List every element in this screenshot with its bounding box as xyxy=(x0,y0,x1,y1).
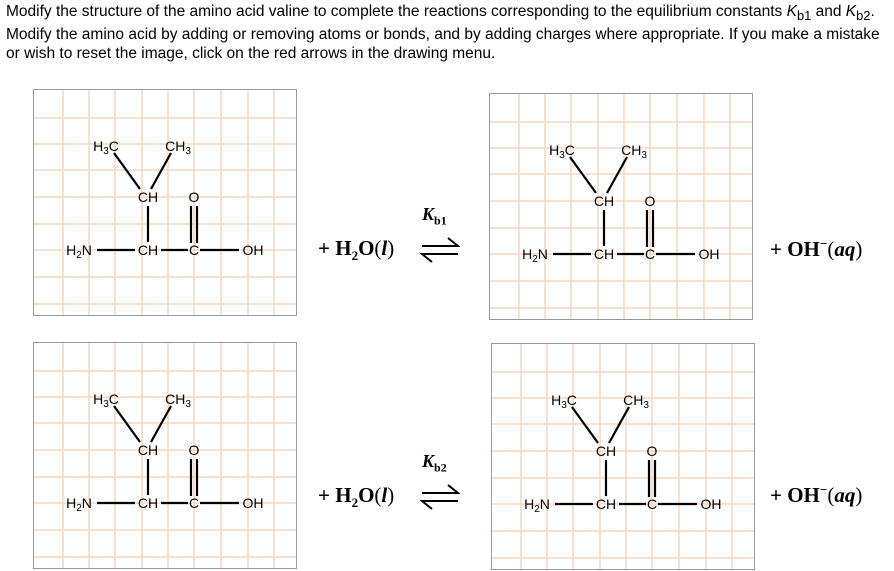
kb1-label: Kb1 xyxy=(422,204,447,228)
atom-h3c: H3C xyxy=(93,391,119,410)
instructions: Modify the structure of the amino acid v… xyxy=(6,3,880,63)
atom-h2n: H2N xyxy=(524,496,550,515)
atom-c: C xyxy=(645,246,655,262)
atom-oh: OH xyxy=(701,496,722,512)
atom-o: O xyxy=(189,442,200,458)
atom-o: O xyxy=(189,189,200,205)
product-hydroxide-1: + OH−(aq) xyxy=(770,236,863,261)
atom-h3c: H3C xyxy=(549,142,575,161)
atom-h3c: H3C xyxy=(551,392,577,411)
equilibrium-arrow-icon xyxy=(420,484,460,510)
valine-structure: H3C CH3 CH O H2N CH C OH xyxy=(492,344,754,569)
bonds xyxy=(97,405,239,505)
atom-c: C xyxy=(189,495,199,511)
drawing-canvas-kb2-reactant[interactable]: H3C CH3 CH O H2N CH C OH xyxy=(33,342,297,569)
atom-ch3: CH3 xyxy=(623,392,649,411)
atom-ch3: CH3 xyxy=(165,138,191,157)
atom-o: O xyxy=(645,193,656,209)
equilibrium-arrow-icon xyxy=(420,237,460,263)
drawing-canvas-kb2-product[interactable]: H3C CH3 CH O H2N CH C OH xyxy=(491,343,755,570)
atom-ch3: CH3 xyxy=(165,391,191,410)
atom-ch-top: CH xyxy=(138,189,158,205)
atom-oh: OH xyxy=(243,242,264,258)
atom-oh: OH xyxy=(699,246,720,262)
bonds xyxy=(555,406,697,506)
atom-ch-top: CH xyxy=(594,193,614,209)
atom-ch-alpha: CH xyxy=(596,496,616,512)
atom-h2n: H2N xyxy=(522,246,548,265)
atom-ch-top: CH xyxy=(138,442,158,458)
atom-ch-alpha: CH xyxy=(138,495,158,511)
atom-h2n: H2N xyxy=(66,242,92,261)
kb2-label: Kb2 xyxy=(422,451,447,475)
atom-o: O xyxy=(647,443,658,459)
product-hydroxide-2: + OH−(aq) xyxy=(770,482,863,507)
drawing-canvas-kb1-reactant[interactable]: H3C CH3 CH O H2N CH C OH xyxy=(33,89,297,316)
atom-ch3: CH3 xyxy=(621,142,647,161)
atom-h3c: H3C xyxy=(93,138,119,157)
valine-structure: H3C CH3 CH O H2N CH C OH xyxy=(490,94,752,319)
valine-structure: H3C CH3 CH O H2N CH C OH xyxy=(34,90,296,315)
reactant-water-1: + H2O(l) xyxy=(318,236,395,264)
atom-h2n: H2N xyxy=(66,495,92,514)
valine-structure: H3C CH3 CH O H2N CH C OH xyxy=(34,343,296,568)
bonds xyxy=(553,156,695,256)
atom-c: C xyxy=(189,242,199,258)
atom-ch-alpha: CH xyxy=(138,242,158,258)
bonds xyxy=(97,152,239,252)
atom-ch-top: CH xyxy=(596,443,616,459)
drawing-canvas-kb1-product[interactable]: H3C CH3 CH O H2N CH C OH xyxy=(489,93,753,320)
atom-ch-alpha: CH xyxy=(594,246,614,262)
reactant-water-2: + H2O(l) xyxy=(318,483,395,511)
atom-c: C xyxy=(647,496,657,512)
atom-oh: OH xyxy=(243,495,264,511)
